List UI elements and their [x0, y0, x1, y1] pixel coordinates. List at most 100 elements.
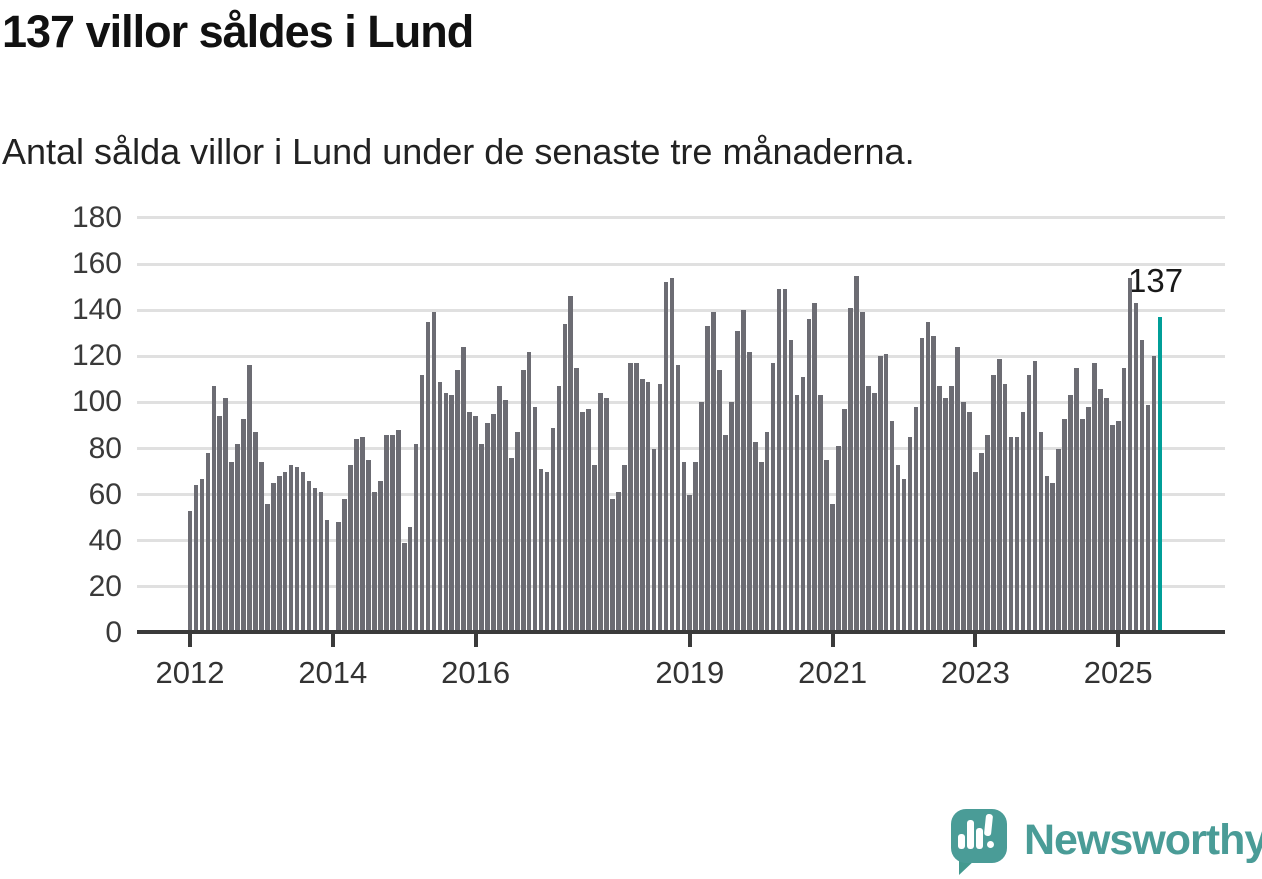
bar: [782, 289, 788, 633]
bar: [1020, 411, 1026, 633]
bar: [943, 397, 948, 633]
bar: [1121, 367, 1127, 633]
y-axis-label: 140: [71, 293, 122, 327]
bar: [866, 386, 871, 633]
bar: [520, 370, 526, 633]
bar: [651, 448, 657, 633]
bar: [747, 351, 752, 633]
bar: [574, 367, 580, 633]
bar-chart: 137 0 20 40 60 80 100 120 140 160 180 2012 2014 2016…: [71, 201, 1225, 690]
bar: [854, 275, 859, 633]
bar: [550, 427, 556, 633]
bar: [568, 296, 574, 633]
bar: [586, 409, 591, 633]
x-axis-line: [137, 630, 1225, 634]
newsworthy-branding: Newsworthy: [944, 803, 1262, 879]
bar: [610, 499, 615, 633]
bar: [306, 480, 312, 633]
gridline: [137, 447, 1225, 450]
x-axis-tick: [973, 634, 978, 647]
bar: [949, 386, 954, 633]
bar: [580, 411, 586, 633]
bar: [598, 393, 603, 633]
bar: [199, 478, 205, 633]
bar: [657, 383, 663, 633]
bar: [735, 330, 740, 633]
gridline: [137, 216, 1225, 220]
x-axis-label: 2014: [298, 655, 368, 690]
bar: [300, 471, 306, 633]
bar: [187, 510, 193, 633]
bar: [961, 402, 966, 633]
last-value-label: 137: [1128, 262, 1184, 299]
bar: [871, 393, 877, 633]
bar: [294, 466, 300, 633]
bar: [205, 453, 211, 633]
bar: [282, 471, 288, 633]
bar: [1139, 340, 1145, 633]
bar: [800, 377, 806, 633]
bar: [401, 543, 407, 633]
bar: [473, 416, 478, 633]
x-axis-tick: [1116, 634, 1121, 647]
y-axis-label: 20: [88, 569, 122, 603]
bar: [723, 434, 728, 633]
bar: [1062, 418, 1067, 633]
bar: [1068, 395, 1073, 633]
bar: [717, 370, 722, 633]
bar: [235, 443, 240, 633]
highlighted-bar: [1157, 317, 1163, 633]
bar: [622, 464, 627, 633]
bar: [794, 395, 800, 633]
bar: [259, 462, 264, 633]
exclamation-dot-icon: [987, 841, 994, 848]
bar: [449, 395, 455, 633]
bar: [1014, 436, 1020, 633]
bar: [848, 307, 853, 633]
bar: [860, 312, 865, 633]
bar: [461, 347, 466, 633]
gridline: [137, 354, 1225, 358]
bar: [990, 374, 996, 633]
x-axis-label: 2019: [655, 655, 725, 690]
x-axis-label: 2016: [441, 655, 511, 690]
bar: [895, 464, 901, 633]
bar: [937, 386, 943, 633]
bar: [776, 289, 782, 633]
bar: [877, 356, 883, 633]
bar: [360, 436, 365, 633]
x-axis-label: 2025: [1083, 655, 1153, 690]
bar: [253, 432, 258, 633]
bar: [336, 522, 342, 633]
bar: [217, 416, 223, 633]
bar: [633, 363, 639, 633]
bar: [485, 423, 490, 633]
bar: [889, 420, 895, 633]
bar: [193, 485, 199, 633]
chart-subtitle: Antal sålda villor i Lund under de senas…: [2, 131, 915, 172]
bar: [366, 460, 371, 633]
gridline: [137, 539, 1225, 543]
bar: [901, 478, 907, 633]
bar: [931, 335, 937, 633]
x-axis-label: 2012: [155, 655, 225, 690]
logo-bar-icon: [967, 820, 974, 849]
bar: [419, 374, 425, 633]
bar: [312, 487, 318, 633]
bar: [455, 370, 461, 633]
bar: [1151, 356, 1157, 633]
bar: [544, 471, 550, 633]
bar: [503, 400, 508, 633]
bar: [979, 453, 984, 633]
bar: [1026, 374, 1032, 633]
bar: [562, 323, 568, 633]
gridline: [137, 585, 1225, 589]
y-axis-label: 40: [88, 523, 122, 557]
bar: [669, 277, 675, 633]
bar: [758, 462, 764, 633]
bar: [229, 462, 234, 633]
bar: [538, 469, 544, 633]
bar: [241, 418, 246, 633]
bar: [812, 303, 818, 633]
bar: [1038, 432, 1044, 633]
